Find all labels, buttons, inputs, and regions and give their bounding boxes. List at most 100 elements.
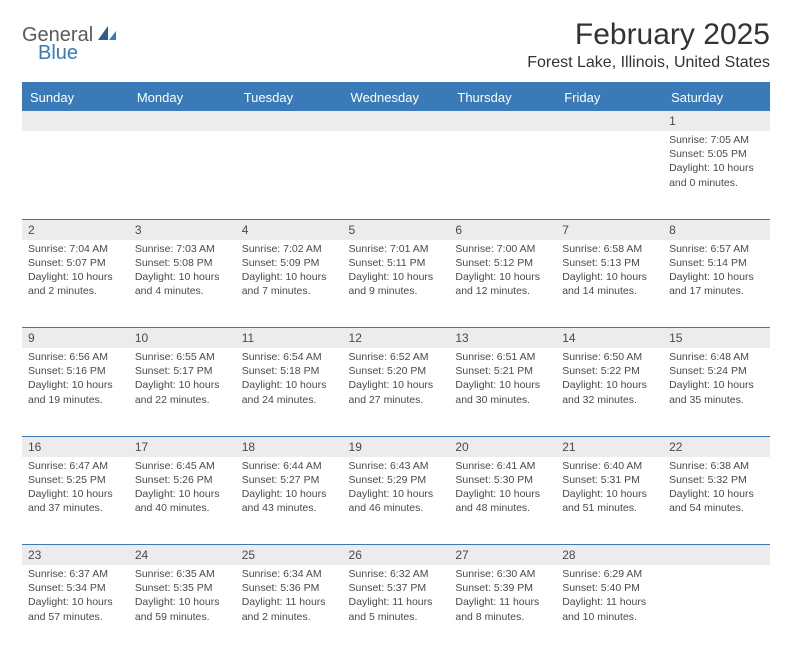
daylight-line-2: and 9 minutes. (349, 284, 444, 298)
daylight-line-1: Daylight: 10 hours (28, 595, 123, 609)
day-number: 2 (22, 219, 129, 240)
day-cell: Sunrise: 6:37 AMSunset: 5:34 PMDaylight:… (22, 565, 129, 653)
day-cell: Sunrise: 6:52 AMSunset: 5:20 PMDaylight:… (343, 348, 450, 436)
sunset-line: Sunset: 5:08 PM (135, 256, 230, 270)
day-number: 17 (129, 436, 236, 457)
sunrise-line: Sunrise: 6:30 AM (455, 567, 550, 581)
day-content: Sunrise: 6:50 AMSunset: 5:22 PMDaylight:… (556, 348, 663, 413)
day-content: Sunrise: 6:43 AMSunset: 5:29 PMDaylight:… (343, 457, 450, 522)
day-cell (236, 131, 343, 219)
day-number: 20 (449, 436, 556, 457)
sunset-line: Sunset: 5:05 PM (669, 147, 764, 161)
day-number: 18 (236, 436, 343, 457)
sunset-line: Sunset: 5:12 PM (455, 256, 550, 270)
daylight-line-1: Daylight: 10 hours (455, 378, 550, 392)
location: Forest Lake, Illinois, United States (527, 54, 770, 72)
sunset-line: Sunset: 5:29 PM (349, 473, 444, 487)
day-cell (343, 131, 450, 219)
calendar-table: Sunday Monday Tuesday Wednesday Thursday… (22, 84, 770, 653)
daylight-line-1: Daylight: 10 hours (669, 378, 764, 392)
sunrise-line: Sunrise: 6:40 AM (562, 459, 657, 473)
day-cell: Sunrise: 6:50 AMSunset: 5:22 PMDaylight:… (556, 348, 663, 436)
day-number (236, 111, 343, 131)
sunset-line: Sunset: 5:07 PM (28, 256, 123, 270)
daylight-line-2: and 17 minutes. (669, 284, 764, 298)
day-number: 8 (663, 219, 770, 240)
day-content: Sunrise: 6:34 AMSunset: 5:36 PMDaylight:… (236, 565, 343, 630)
day-cell: Sunrise: 7:01 AMSunset: 5:11 PMDaylight:… (343, 240, 450, 328)
day-number: 3 (129, 219, 236, 240)
sunset-line: Sunset: 5:20 PM (349, 364, 444, 378)
day-content: Sunrise: 6:37 AMSunset: 5:34 PMDaylight:… (22, 565, 129, 630)
day-content: Sunrise: 6:29 AMSunset: 5:40 PMDaylight:… (556, 565, 663, 630)
daylight-line-1: Daylight: 10 hours (28, 270, 123, 284)
sunset-line: Sunset: 5:18 PM (242, 364, 337, 378)
day-number: 6 (449, 219, 556, 240)
day-content: Sunrise: 6:45 AMSunset: 5:26 PMDaylight:… (129, 457, 236, 522)
title-block: February 2025 Forest Lake, Illinois, Uni… (527, 18, 770, 72)
sunrise-line: Sunrise: 6:51 AM (455, 350, 550, 364)
day-cell: Sunrise: 7:02 AMSunset: 5:09 PMDaylight:… (236, 240, 343, 328)
day-number (663, 545, 770, 566)
day-number: 14 (556, 328, 663, 349)
week-row: Sunrise: 6:56 AMSunset: 5:16 PMDaylight:… (22, 348, 770, 436)
sunrise-line: Sunrise: 6:45 AM (135, 459, 230, 473)
sunrise-line: Sunrise: 6:57 AM (669, 242, 764, 256)
day-cell: Sunrise: 6:41 AMSunset: 5:30 PMDaylight:… (449, 457, 556, 545)
daylight-line-1: Daylight: 10 hours (455, 487, 550, 501)
daylight-line-1: Daylight: 10 hours (135, 378, 230, 392)
day-cell: Sunrise: 6:30 AMSunset: 5:39 PMDaylight:… (449, 565, 556, 653)
week-row: Sunrise: 6:47 AMSunset: 5:25 PMDaylight:… (22, 457, 770, 545)
daynum-row: 232425262728 (22, 545, 770, 566)
sunrise-line: Sunrise: 6:48 AM (669, 350, 764, 364)
day-content: Sunrise: 6:54 AMSunset: 5:18 PMDaylight:… (236, 348, 343, 413)
day-content: Sunrise: 6:51 AMSunset: 5:21 PMDaylight:… (449, 348, 556, 413)
day-number: 11 (236, 328, 343, 349)
daylight-line-1: Daylight: 10 hours (562, 487, 657, 501)
day-content: Sunrise: 7:00 AMSunset: 5:12 PMDaylight:… (449, 240, 556, 305)
sunrise-line: Sunrise: 6:38 AM (669, 459, 764, 473)
sunset-line: Sunset: 5:40 PM (562, 581, 657, 595)
col-saturday: Saturday (663, 84, 770, 111)
day-cell (449, 131, 556, 219)
day-number: 15 (663, 328, 770, 349)
day-content: Sunrise: 6:52 AMSunset: 5:20 PMDaylight:… (343, 348, 450, 413)
day-cell: Sunrise: 6:44 AMSunset: 5:27 PMDaylight:… (236, 457, 343, 545)
daylight-line-1: Daylight: 10 hours (349, 378, 444, 392)
sunset-line: Sunset: 5:17 PM (135, 364, 230, 378)
brand-logo: General Blue (22, 18, 118, 47)
header: General Blue February 2025 Forest Lake, … (22, 18, 770, 72)
daylight-line-2: and 48 minutes. (455, 501, 550, 515)
daylight-line-2: and 19 minutes. (28, 393, 123, 407)
day-content: Sunrise: 7:02 AMSunset: 5:09 PMDaylight:… (236, 240, 343, 305)
day-content: Sunrise: 7:01 AMSunset: 5:11 PMDaylight:… (343, 240, 450, 305)
day-number: 22 (663, 436, 770, 457)
day-cell: Sunrise: 6:48 AMSunset: 5:24 PMDaylight:… (663, 348, 770, 436)
sunrise-line: Sunrise: 6:50 AM (562, 350, 657, 364)
sunrise-line: Sunrise: 6:44 AM (242, 459, 337, 473)
sunrise-line: Sunrise: 7:00 AM (455, 242, 550, 256)
daylight-line-2: and 43 minutes. (242, 501, 337, 515)
day-content: Sunrise: 7:04 AMSunset: 5:07 PMDaylight:… (22, 240, 129, 305)
daylight-line-2: and 7 minutes. (242, 284, 337, 298)
day-content: Sunrise: 6:57 AMSunset: 5:14 PMDaylight:… (663, 240, 770, 305)
sunset-line: Sunset: 5:22 PM (562, 364, 657, 378)
daylight-line-2: and 14 minutes. (562, 284, 657, 298)
day-number: 4 (236, 219, 343, 240)
day-number: 24 (129, 545, 236, 566)
day-cell: Sunrise: 6:43 AMSunset: 5:29 PMDaylight:… (343, 457, 450, 545)
daylight-line-2: and 24 minutes. (242, 393, 337, 407)
day-cell: Sunrise: 6:38 AMSunset: 5:32 PMDaylight:… (663, 457, 770, 545)
day-number: 10 (129, 328, 236, 349)
day-number: 27 (449, 545, 556, 566)
sunset-line: Sunset: 5:34 PM (28, 581, 123, 595)
day-number: 28 (556, 545, 663, 566)
sunset-line: Sunset: 5:24 PM (669, 364, 764, 378)
day-content: Sunrise: 6:40 AMSunset: 5:31 PMDaylight:… (556, 457, 663, 522)
sunset-line: Sunset: 5:35 PM (135, 581, 230, 595)
daylight-line-2: and 2 minutes. (28, 284, 123, 298)
day-cell: Sunrise: 6:40 AMSunset: 5:31 PMDaylight:… (556, 457, 663, 545)
sunrise-line: Sunrise: 6:34 AM (242, 567, 337, 581)
day-content: Sunrise: 6:32 AMSunset: 5:37 PMDaylight:… (343, 565, 450, 630)
day-cell (556, 131, 663, 219)
